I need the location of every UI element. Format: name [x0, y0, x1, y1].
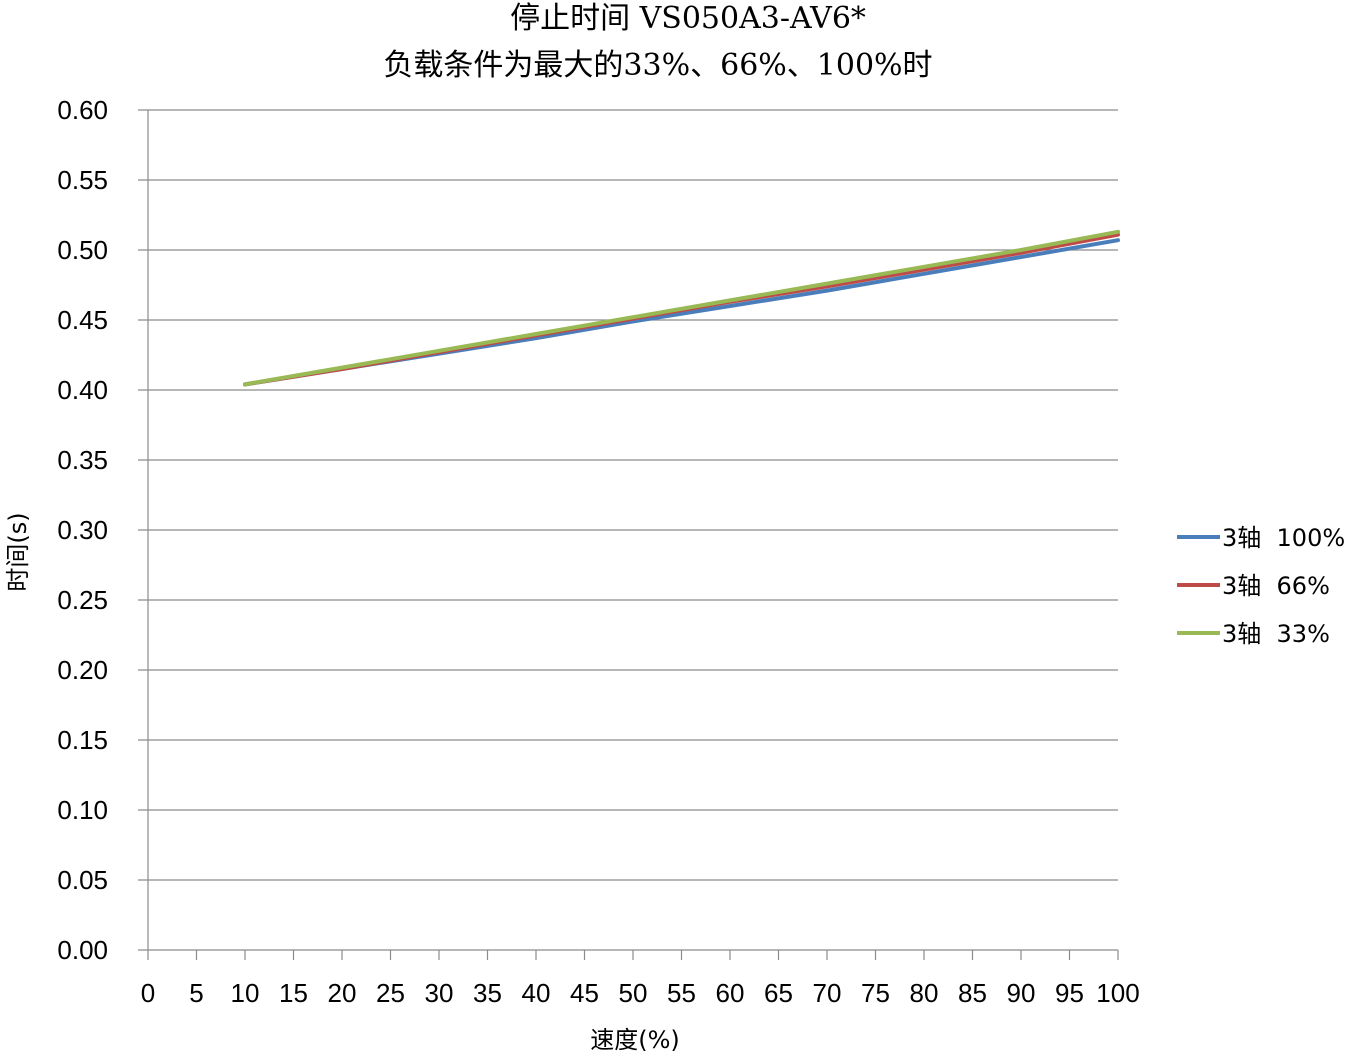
y-tick-label: 0.10	[57, 795, 108, 825]
x-tick-label: 35	[473, 978, 502, 1008]
legend-label: 3轴 33%	[1222, 620, 1330, 648]
y-tick-label: 0.30	[57, 515, 108, 545]
x-tick-label: 95	[1055, 978, 1084, 1008]
y-tick-label: 0.15	[57, 725, 108, 755]
chart-title-line-1: 停止时间 VS050A3-AV6*	[510, 1, 866, 36]
y-tick-label: 0.00	[57, 935, 108, 965]
x-tick-label: 20	[328, 978, 357, 1008]
y-tick-label: 0.45	[57, 305, 108, 335]
x-tick-labels: 0 5 10 15 20 25 30 35 40 45 50 55 60 65 70 75 80 85 90 95 10…	[141, 978, 1140, 1008]
chart-title-line-2: 负载条件为最大的33%、66%、100%时	[383, 48, 932, 83]
legend: 3轴 100% 3轴 66% 3轴 33%	[1177, 524, 1345, 648]
y-axis-title: 时间(s)	[4, 512, 32, 591]
x-tick-label: 5	[189, 978, 203, 1008]
x-tick-label: 25	[376, 978, 405, 1008]
x-tick-label: 70	[813, 978, 842, 1008]
y-tick-label: 0.60	[57, 95, 108, 125]
y-tick-label: 0.50	[57, 235, 108, 265]
x-tick-label: 50	[619, 978, 648, 1008]
x-tick-label: 45	[570, 978, 599, 1008]
x-tick-label: 10	[231, 978, 260, 1008]
x-tick-label: 55	[667, 978, 696, 1008]
x-tick-label: 80	[910, 978, 939, 1008]
x-tick-label: 75	[861, 978, 890, 1008]
x-tick-label: 100	[1096, 978, 1139, 1008]
x-tick-label: 85	[958, 978, 987, 1008]
x-tick-label: 60	[716, 978, 745, 1008]
gridlines	[138, 109, 1118, 951]
x-axis-title: 速度(%)	[590, 1026, 680, 1054]
y-tick-label: 0.55	[57, 165, 108, 195]
y-tick-label: 0.20	[57, 655, 108, 685]
x-tick-label: 15	[279, 978, 308, 1008]
y-tick-label: 0.40	[57, 375, 108, 405]
axes	[147, 110, 1119, 960]
x-tick-label: 40	[522, 978, 551, 1008]
x-tick-label: 0	[141, 978, 155, 1008]
x-tick-label: 90	[1007, 978, 1036, 1008]
x-tick-label: 30	[425, 978, 454, 1008]
legend-label: 3轴 100%	[1222, 524, 1345, 552]
y-tick-label: 0.25	[57, 585, 108, 615]
y-tick-label: 0.05	[57, 865, 108, 895]
y-tick-label: 0.35	[57, 445, 108, 475]
x-tick-label: 65	[764, 978, 793, 1008]
legend-label: 3轴 66%	[1222, 572, 1330, 600]
y-tick-labels: 0.00 0.05 0.10 0.15 0.20 0.25 0.30 0.35 0.40 0.45…	[57, 95, 108, 965]
series-line-3	[243, 229, 1120, 387]
series-lines	[243, 229, 1120, 387]
